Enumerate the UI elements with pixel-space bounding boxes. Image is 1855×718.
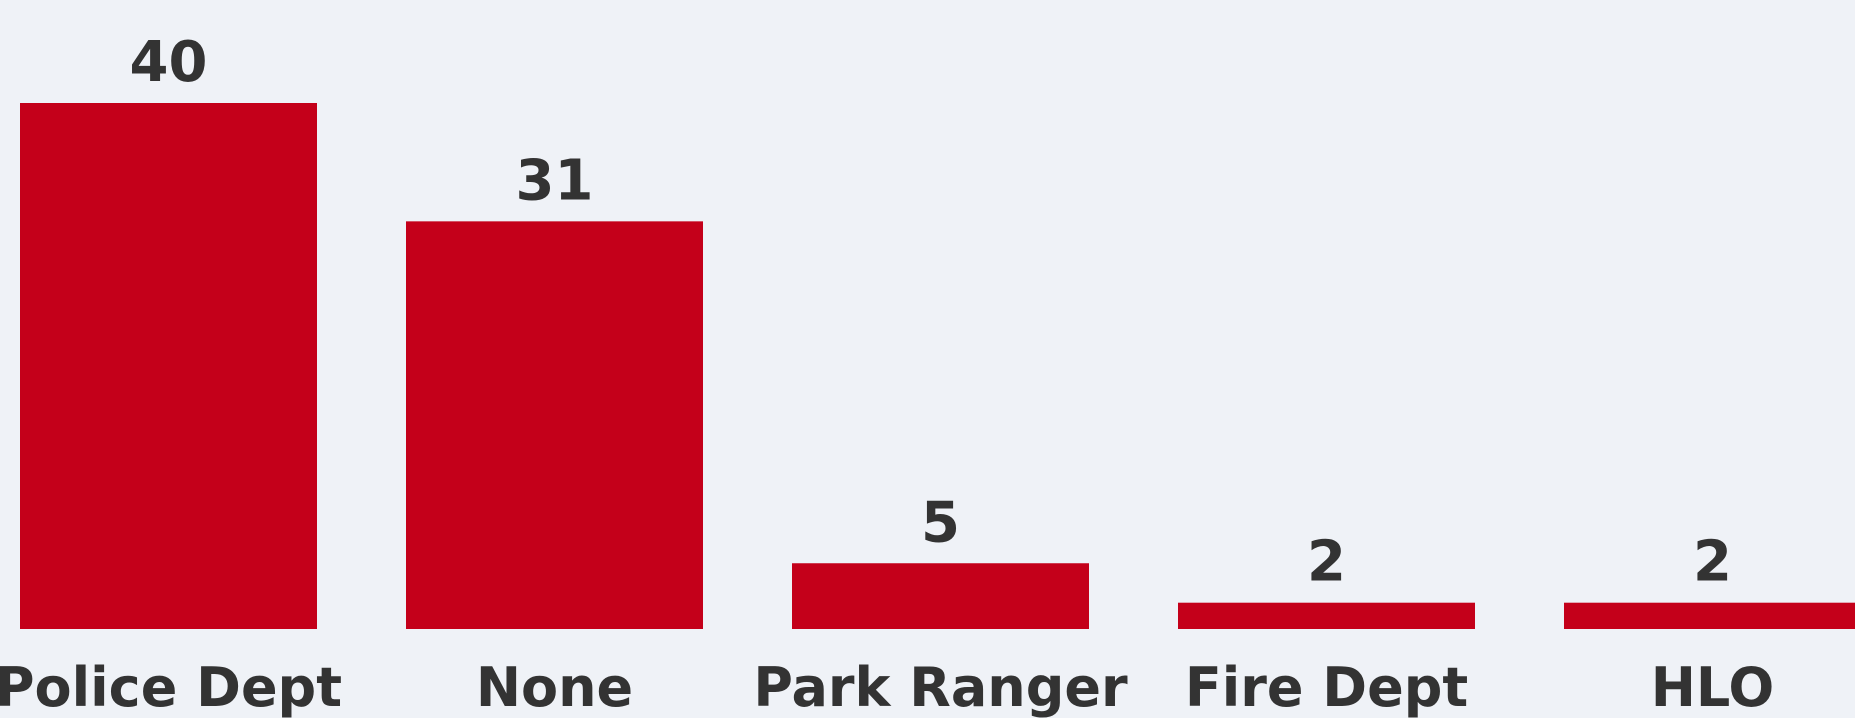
category-label: HLO — [1651, 656, 1775, 718]
data-label: 2 — [1307, 530, 1346, 595]
bar — [20, 103, 317, 629]
category-label: Police Dept — [0, 656, 342, 718]
bar — [792, 563, 1089, 629]
data-label: 5 — [921, 490, 960, 555]
data-label: 40 — [130, 30, 208, 95]
category-label: Fire Dept — [1185, 656, 1468, 718]
data-label: 2 — [1693, 530, 1732, 595]
data-label: 31 — [516, 148, 594, 213]
category-label: Park Ranger — [753, 656, 1128, 718]
category-label: None — [476, 656, 633, 718]
bar — [406, 221, 703, 629]
bar — [1564, 602, 1855, 629]
bar — [1178, 602, 1475, 629]
